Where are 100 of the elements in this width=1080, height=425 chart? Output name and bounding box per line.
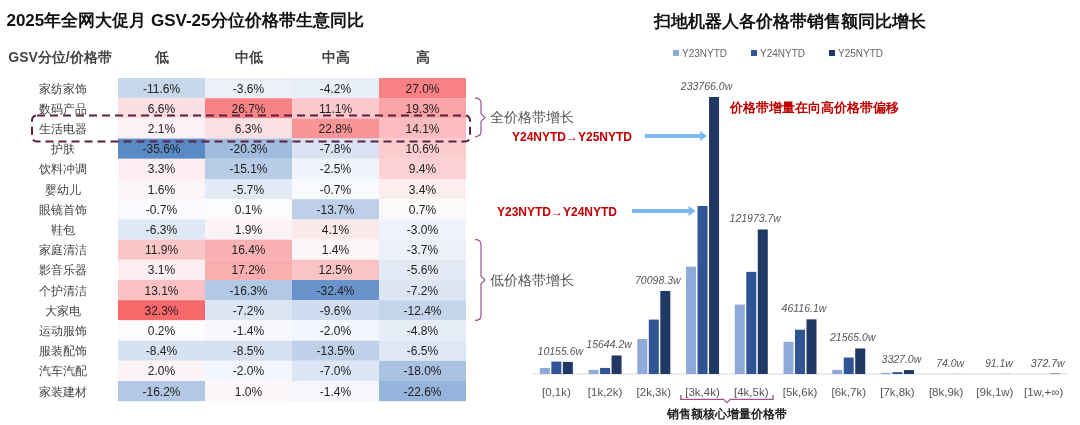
data-label: -5.6%	[406, 263, 439, 278]
bar	[795, 329, 805, 374]
data-label: 13.1%	[144, 283, 179, 298]
data-label: 0.2%	[147, 324, 176, 338]
data-label: 3327.0w	[881, 353, 923, 366]
data-label: 21565.0w	[828, 331, 877, 344]
data-label: 11.9%	[144, 243, 179, 258]
x-tick-label: [9k,1w)	[976, 386, 1014, 398]
x-tick-label: [0,1k)	[541, 386, 571, 398]
legend-label: Y25NYTD	[838, 48, 884, 59]
bar	[903, 370, 914, 374]
data-label: 70098.3w	[635, 273, 682, 286]
data-label: 15644.2w	[586, 338, 634, 351]
data-label: -1.4%	[232, 324, 265, 338]
data-label: 26.7%	[231, 101, 266, 116]
data-label: 1.4%	[321, 243, 350, 258]
data-label: 19.3%	[405, 101, 440, 116]
data-label: 3.1%	[147, 263, 176, 278]
text: 销售额核心增量价格带	[665, 407, 787, 421]
annotation: Y24NYTD→Y25NYTD	[512, 130, 633, 144]
y-axis-title: GSV分位/价格带	[8, 49, 112, 65]
annotation: 全价格带增长	[490, 109, 574, 126]
data-label: -7.8%	[319, 142, 352, 157]
y-tick-label: 个护清洁	[39, 283, 87, 298]
bar	[648, 319, 659, 374]
data-label: 372.7w	[1030, 356, 1066, 369]
data-label: -32.4%	[316, 283, 355, 298]
bar	[562, 361, 573, 374]
bar	[588, 369, 599, 374]
data-label: -13.7%	[316, 202, 355, 217]
data-label: -15.1%	[229, 162, 268, 177]
bar	[843, 357, 854, 374]
x-tick-label: 高	[415, 49, 430, 65]
bar	[637, 339, 648, 374]
data-label: 22.8%	[318, 122, 353, 136]
data-label: -8.4%	[145, 344, 178, 359]
data-label: 9.4%	[408, 162, 437, 177]
y-tick-label: 家纺家饰	[39, 81, 87, 96]
data-label: 10155.6w	[537, 344, 585, 357]
bar	[686, 266, 697, 374]
data-label: -4.8%	[406, 324, 439, 338]
x-tick-label: [3k,4k)	[685, 386, 720, 398]
data-label: 14.1%	[405, 122, 440, 136]
data-label: 10.6%	[405, 142, 440, 157]
annotation: 价格带增量在向高价格带偏移	[729, 100, 899, 115]
data-label: -7.2%	[406, 283, 439, 298]
x-tick-label: 中高	[321, 49, 350, 65]
legend-label: Y23NYTD	[682, 48, 728, 59]
y-tick-label: 家庭清洁	[39, 243, 87, 258]
x-tick-label: 中低	[234, 49, 263, 65]
legend-label: Y24NYTD	[760, 48, 806, 59]
annotation: 低价格带增长	[490, 272, 574, 288]
data-label: 1.0%	[234, 384, 263, 399]
annotation: Y23NYTD→Y24NYTD	[497, 205, 618, 219]
bar	[539, 367, 550, 374]
data-label: -7.2%	[232, 303, 265, 318]
data-label: -6.5%	[406, 344, 439, 359]
data-label: 17.2%	[231, 263, 266, 278]
data-label: -3.6%	[232, 81, 265, 96]
data-label: -13.5%	[316, 344, 355, 359]
bar	[551, 361, 562, 374]
data-label: 16.4%	[231, 243, 266, 258]
data-label: -2.0%	[232, 364, 265, 379]
y-tick-label: 护肤	[50, 142, 75, 157]
y-tick-label: 汽车汽配	[39, 364, 87, 379]
data-label: -20.3%	[229, 142, 268, 157]
bar	[600, 367, 611, 374]
bar	[832, 369, 843, 374]
x-tick-label: [4k,5k)	[734, 386, 769, 398]
data-label: 32.3%	[144, 303, 179, 318]
data-label: -2.5%	[319, 162, 352, 177]
data-label: 27.0%	[405, 81, 440, 96]
data-label: 121973.7w	[729, 212, 783, 225]
data-label: 46116.1w	[781, 302, 828, 315]
x-tick-label: 低	[153, 49, 169, 65]
bar	[660, 290, 671, 374]
data-label: 4.1%	[321, 223, 350, 237]
data-label: -16.3%	[229, 283, 268, 298]
data-label: 2.0%	[147, 364, 176, 379]
y-tick-label: 运动服饰	[39, 324, 87, 338]
data-label: -7.0%	[319, 364, 352, 379]
data-label: -5.7%	[232, 182, 265, 197]
x-tick-label: [5k,6k)	[782, 386, 818, 398]
bar	[855, 348, 866, 374]
data-label: -22.6%	[403, 384, 442, 399]
data-label: 12.5%	[318, 263, 353, 278]
y-tick-label: 服装配饰	[39, 344, 87, 359]
x-tick-label: [1w,+∞)	[1024, 386, 1064, 398]
bar	[697, 205, 708, 374]
y-tick-label: 家装建材	[39, 384, 87, 399]
y-tick-label: 影音乐器	[39, 263, 87, 278]
data-label: -8.5%	[232, 344, 265, 359]
bar	[746, 271, 757, 374]
x-tick-label: [6k,7k)	[831, 386, 867, 398]
data-label: 74.0w	[936, 356, 966, 369]
data-label: -6.3%	[145, 223, 178, 237]
x-tick-label: [2k,3k)	[636, 386, 672, 398]
bar	[709, 97, 720, 374]
data-label: -4.2%	[319, 81, 352, 96]
data-label: 0.1%	[234, 202, 263, 217]
